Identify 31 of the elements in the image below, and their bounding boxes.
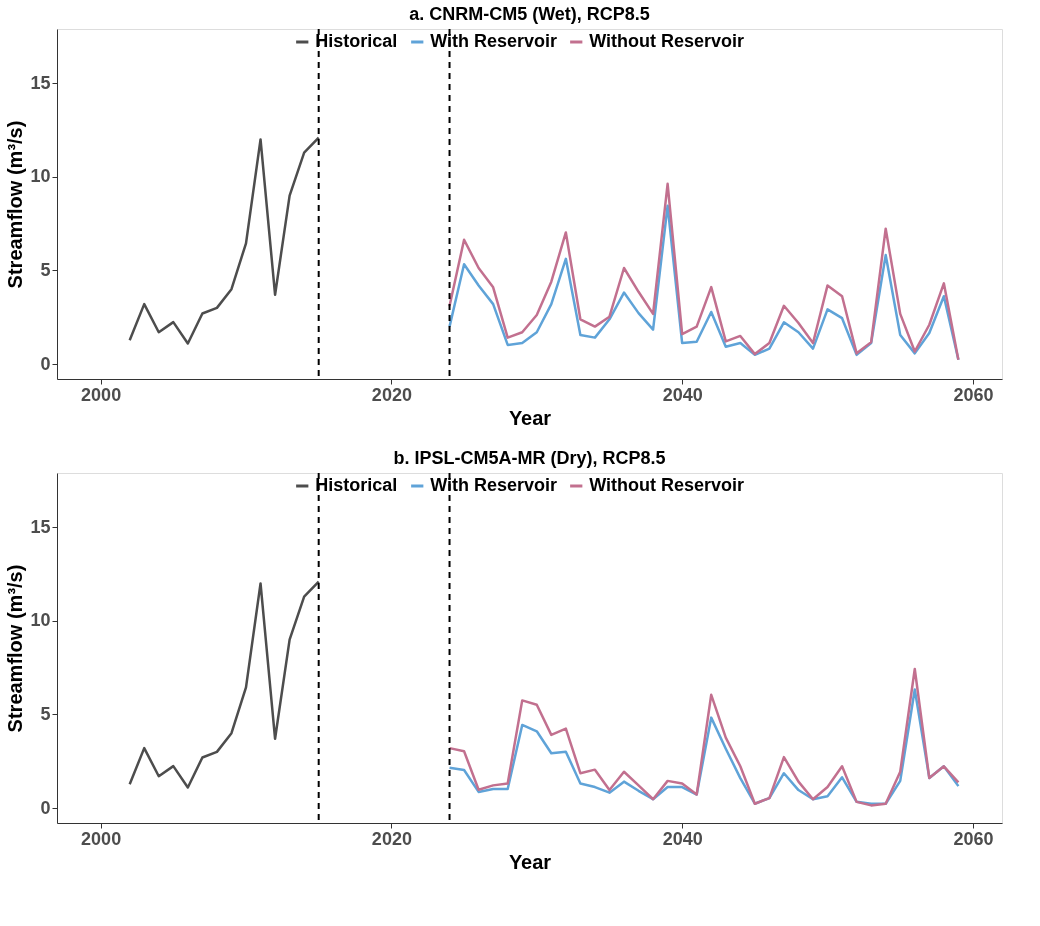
- y-axis-title: Streamflow (m³/s): [4, 120, 27, 289]
- x-tick-label: 2040: [662, 828, 703, 849]
- chart-title: b. IPSL-CM5A-MR (Dry), RCP8.5: [393, 448, 666, 468]
- legend-label: Historical: [315, 475, 398, 495]
- line-series: [128, 136, 320, 345]
- x-tick-label: 2000: [81, 384, 122, 405]
- x-tick-label: 2020: [371, 384, 412, 405]
- x-tick-label: 2040: [662, 384, 703, 405]
- y-tick-label: 15: [30, 516, 51, 537]
- x-tick-label: 2000: [81, 828, 122, 849]
- legend-label: With Reservoir: [430, 475, 558, 495]
- legend-label: With Reservoir: [430, 31, 558, 51]
- y-tick-label: 5: [40, 259, 51, 280]
- y-tick-label: 0: [40, 797, 51, 818]
- x-axis-title: Year: [508, 850, 552, 873]
- x-tick-label: 2020: [371, 828, 412, 849]
- y-tick-label: 10: [30, 166, 51, 187]
- chart-title: a. CNRM-CM5 (Wet), RCP8.5: [409, 4, 650, 24]
- x-axis-title: Year: [508, 406, 552, 429]
- line-series: [448, 667, 960, 807]
- legend-label: Without Reservoir: [589, 475, 745, 495]
- x-tick-label: 2060: [953, 828, 994, 849]
- y-tick-label: 15: [30, 72, 51, 93]
- y-tick-label: 10: [30, 610, 51, 631]
- legend-label: Without Reservoir: [589, 31, 745, 51]
- line-series: [128, 580, 320, 789]
- y-tick-label: 5: [40, 703, 51, 724]
- y-tick-label: 0: [40, 353, 51, 374]
- legend-label: Historical: [315, 31, 398, 51]
- x-tick-label: 2060: [953, 384, 994, 405]
- y-axis-title: Streamflow (m³/s): [4, 564, 27, 733]
